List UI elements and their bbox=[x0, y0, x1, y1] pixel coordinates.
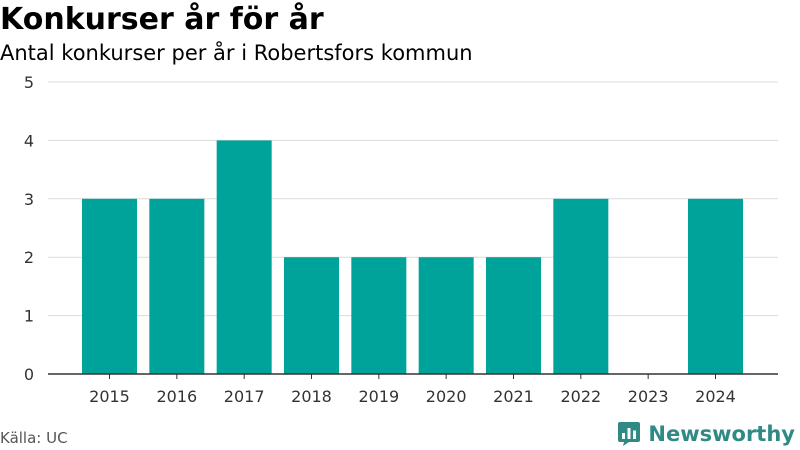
y-tick-label: 4 bbox=[24, 131, 34, 150]
source-note: Källa: UC bbox=[0, 429, 68, 447]
x-tick-label-2024: 2024 bbox=[695, 387, 736, 406]
x-tick-label-2021: 2021 bbox=[493, 387, 534, 406]
chart-title: Konkurser år för år bbox=[0, 2, 324, 37]
y-tick-label: 5 bbox=[24, 73, 34, 92]
bar-2015 bbox=[82, 198, 137, 374]
bars bbox=[82, 140, 743, 374]
bar-2020 bbox=[418, 257, 474, 374]
x-tick-label-2019: 2019 bbox=[358, 387, 399, 406]
x-tick-label-2017: 2017 bbox=[224, 387, 265, 406]
x-tick-label-2018: 2018 bbox=[291, 387, 332, 406]
y-tick-label: 0 bbox=[24, 365, 34, 384]
brand-name: Newsworthy bbox=[648, 422, 795, 446]
y-tick-label: 1 bbox=[24, 307, 34, 326]
x-tick-label-2016: 2016 bbox=[156, 387, 197, 406]
bar-chart-speech-bubble-icon bbox=[618, 422, 641, 446]
bar-2016 bbox=[149, 198, 205, 374]
x-tick-label-2023: 2023 bbox=[628, 387, 669, 406]
x-tick-label-2020: 2020 bbox=[426, 387, 467, 406]
bar-2017 bbox=[216, 140, 272, 374]
x-tick-label-2022: 2022 bbox=[560, 387, 601, 406]
y-tick-label: 2 bbox=[24, 248, 34, 267]
y-tick-labels: 0 1 2 3 4 5 bbox=[24, 73, 34, 384]
bar-2019 bbox=[351, 257, 407, 374]
bar-2022 bbox=[553, 198, 609, 374]
bar-2018 bbox=[284, 257, 339, 374]
brand[interactable]: Newsworthy bbox=[617, 420, 795, 448]
x-tick-label-2015: 2015 bbox=[89, 387, 130, 406]
bar-2024 bbox=[688, 198, 743, 374]
bar-2021 bbox=[486, 257, 541, 374]
y-tick-label: 3 bbox=[24, 190, 34, 209]
chart-subtitle: Antal konkurser per år i Robertsfors kom… bbox=[0, 41, 473, 65]
x-tick-labels: 2015 2016 2017 2018 2019 2020 2021 2022 2023 2024 bbox=[89, 374, 736, 406]
